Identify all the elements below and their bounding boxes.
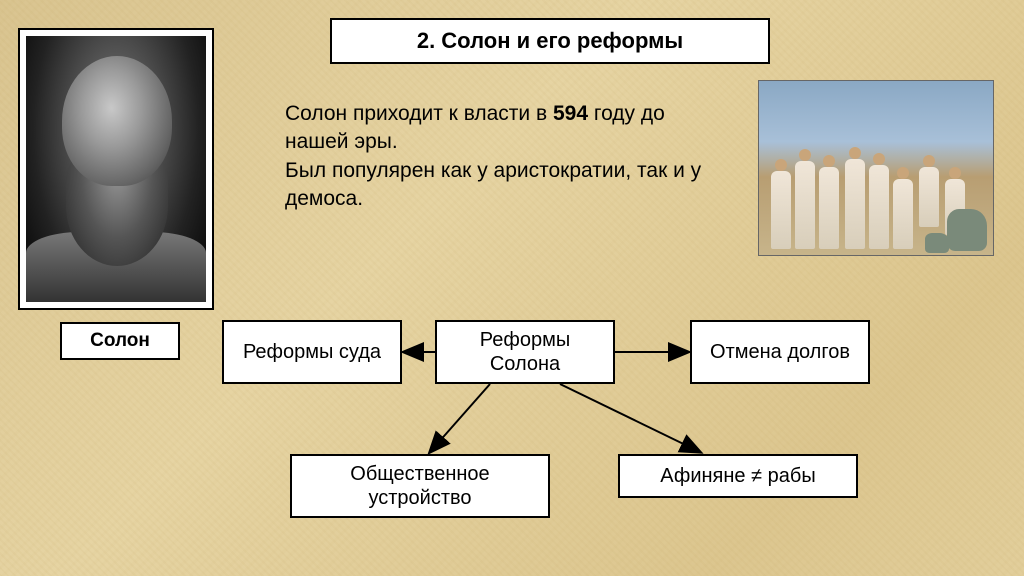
node-right-label: Отмена долгов <box>710 340 850 364</box>
section-title: 2. Солон и его реформы <box>330 18 770 64</box>
figure-4 <box>845 159 865 249</box>
node-center-label: Реформы Солона <box>451 328 599 376</box>
intro-year: 594 <box>553 102 588 125</box>
figure-2 <box>795 161 815 249</box>
portrait-image <box>26 36 206 302</box>
portrait-caption-text: Солон <box>90 330 150 352</box>
portrait-caption: Солон <box>60 322 180 360</box>
intro-paragraph: Солон приходит к власти в 594 году до на… <box>285 100 715 213</box>
portrait-frame <box>18 28 214 310</box>
figure-1 <box>771 171 791 249</box>
intro-line2: Был популярен как у аристократии, так и … <box>285 159 701 210</box>
bust-head <box>62 56 172 186</box>
node-left-label: Реформы суда <box>243 340 381 364</box>
node-bottom-right: Афиняне ≠ рабы <box>618 454 858 498</box>
illustration-painting <box>758 80 994 256</box>
figure-3 <box>819 167 839 249</box>
node-right: Отмена долгов <box>690 320 870 384</box>
node-bottom-left: Общественное устройство <box>290 454 550 518</box>
node-bottom-left-label: Общественное устройство <box>306 462 534 510</box>
node-bottom-right-label: Афиняне ≠ рабы <box>660 464 815 488</box>
rock-2 <box>925 233 949 253</box>
rock-1 <box>947 209 987 251</box>
figure-7 <box>919 167 939 227</box>
figure-5 <box>869 165 889 249</box>
figure-6 <box>893 179 913 249</box>
node-center: Реформы Солона <box>435 320 615 384</box>
node-left: Реформы суда <box>222 320 402 384</box>
section-title-text: 2. Солон и его реформы <box>417 28 683 54</box>
intro-line1-pre: Солон приходит к власти в <box>285 102 553 125</box>
